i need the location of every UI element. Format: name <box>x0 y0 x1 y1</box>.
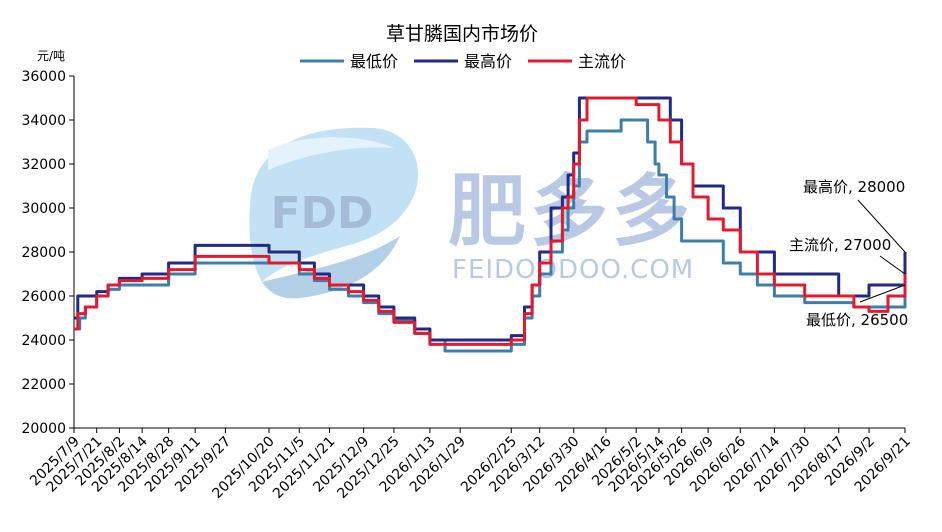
watermark: FDD 肥多多 FEIDOODOO.COM <box>249 127 694 299</box>
y-tick-label: 32000 <box>21 157 66 173</box>
annotation-label: 最高价, 28000 <box>803 178 905 196</box>
y-tick-label: 28000 <box>21 245 66 261</box>
annotation-leader-line <box>857 199 906 253</box>
y-tick-label: 26000 <box>21 289 66 305</box>
legend-label-主流价: 主流价 <box>578 52 626 71</box>
fdd-logo-icon: FDD <box>249 127 419 299</box>
y-tick-label: 36000 <box>21 69 66 85</box>
chart-title: 草甘膦国内市场价 <box>386 23 538 45</box>
series-line-主流价 <box>74 96 907 346</box>
annotation-leader-line <box>879 255 906 275</box>
series-group <box>74 96 907 353</box>
y-tick-label: 20000 <box>21 421 66 437</box>
y-tick-label: 34000 <box>21 113 66 129</box>
y-axis-unit-label: 元/吨 <box>37 49 65 63</box>
annotation-label: 最低价, 26500 <box>806 311 908 329</box>
annotation-leader-line <box>859 284 906 303</box>
y-tick-label: 22000 <box>21 377 66 393</box>
annotations: 最高价, 28000 主流价, 27000 最低价, 26500 <box>789 178 908 329</box>
legend: 最低价 最高价 主流价 <box>300 52 626 71</box>
annotation-label: 主流价, 27000 <box>789 236 891 254</box>
legend-label-最高价: 最高价 <box>464 52 512 71</box>
y-tick-label: 30000 <box>21 201 66 217</box>
legend-label-最低价: 最低价 <box>350 52 398 71</box>
watermark-url-text: FEIDOODOO.COM <box>452 255 694 285</box>
watermark-brand-text: 肥多多 <box>448 167 694 257</box>
y-tick-label: 24000 <box>21 333 66 349</box>
watermark-logo-text: FDD <box>270 188 373 239</box>
